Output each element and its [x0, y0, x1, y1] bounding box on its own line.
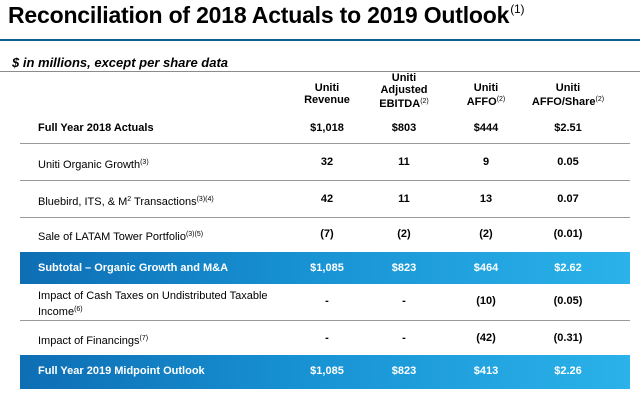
cell-value: $823	[391, 262, 417, 274]
cell-value: 32	[320, 156, 334, 168]
table-row: Sale of LATAM Tower Portfolio(3)(5) (7) …	[20, 217, 630, 252]
page-title: Reconciliation of 2018 Actuals to 2019 O…	[8, 2, 525, 28]
cell-value: $444	[473, 122, 499, 134]
row-label: Impact of Financings(7)	[38, 335, 149, 347]
cell-value: 9	[482, 156, 490, 168]
cell-value: -	[402, 295, 406, 307]
cell-value: $823	[391, 365, 417, 377]
cell-value: (2)	[479, 228, 493, 240]
cell-value: (42)	[476, 332, 496, 344]
cell-value: (0.05)	[553, 295, 583, 307]
row-label: Sale of LATAM Tower Portfolio(3)(5)	[38, 231, 204, 243]
cell-value: 11	[398, 156, 410, 168]
row-label: Full Year 2018 Actuals	[38, 122, 154, 134]
table-row: Bluebird, ITS, & M2 Transactions(3)(4) 4…	[20, 180, 630, 217]
cell-value: $464	[473, 262, 499, 274]
table-row: Impact of Cash Taxes on Undistributed Ta…	[20, 284, 630, 320]
cell-value: (7)	[320, 228, 334, 240]
cell-value: $413	[473, 365, 499, 377]
row-label: Uniti Organic Growth(3)	[38, 159, 149, 171]
column-header-affo: Uniti AFFO(2)	[466, 82, 506, 108]
cell-value: -	[325, 332, 329, 344]
table-row: Impact of Financings(7) - - (42) (0.31)	[20, 320, 630, 355]
cell-value: (2)	[397, 228, 411, 240]
cell-value: $2.51	[554, 122, 582, 134]
footnote-ref: (1)	[510, 2, 525, 16]
table-row: Uniti Organic Growth(3) 32 11 9 0.05	[20, 143, 630, 180]
cell-value: $1,085	[310, 365, 344, 377]
cell-value: 42	[320, 193, 334, 205]
row-label: Subtotal – Organic Growth and M&A	[38, 262, 229, 274]
cell-value: -	[402, 332, 406, 344]
column-header-affo-share: Uniti AFFO/Share(2)	[531, 82, 605, 108]
column-header-ebitda: Uniti Adjusted EBITDA(2)	[379, 72, 429, 110]
cell-value: $803	[391, 122, 417, 134]
subtotal-row: Subtotal – Organic Growth and M&A $1,085…	[20, 252, 630, 284]
cell-value: (10)	[476, 295, 496, 307]
row-label: Full Year 2019 Midpoint Outlook	[38, 365, 205, 377]
row-label: Bluebird, ITS, & M2 Transactions(3)(4)	[38, 196, 214, 208]
cell-value: -	[325, 295, 329, 307]
cell-value: (0.01)	[553, 228, 583, 240]
table-row: Full Year 2018 Actuals $1,018 $803 $444 …	[20, 113, 630, 143]
cell-value: $2.26	[554, 365, 582, 377]
cell-value: 0.07	[557, 193, 579, 205]
cell-value: 0.05	[557, 156, 579, 168]
cell-value: 11	[398, 193, 410, 205]
title-divider	[0, 39, 640, 41]
cell-value: 13	[479, 193, 493, 205]
units-note: $ in millions, except per share data	[12, 55, 229, 70]
cell-value: $1,085	[310, 262, 344, 274]
column-header-revenue: Uniti Revenue	[304, 82, 350, 106]
total-row: Full Year 2019 Midpoint Outlook $1,085 $…	[20, 355, 630, 389]
cell-value: $1,018	[310, 122, 344, 134]
cell-value: $2.62	[554, 262, 582, 274]
row-label: Impact of Cash Taxes on Undistributed Ta…	[38, 290, 268, 318]
header-divider	[0, 71, 640, 72]
cell-value: (0.31)	[553, 332, 583, 344]
